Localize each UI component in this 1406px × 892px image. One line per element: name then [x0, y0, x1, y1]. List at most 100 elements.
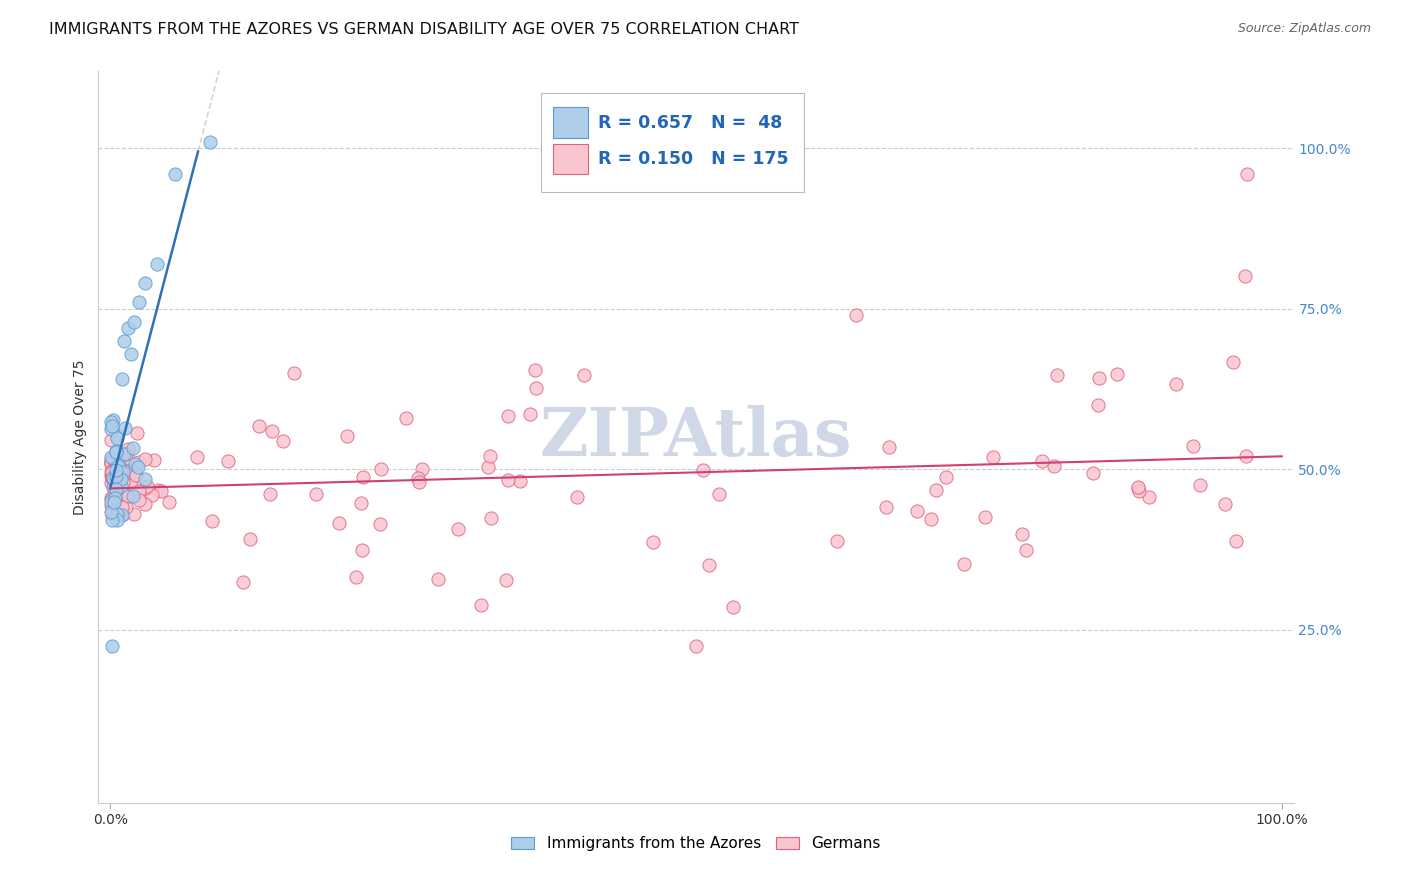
Point: [112, 447, 135, 461]
Point: [186, 450, 208, 464]
Point: [107, 458, 129, 473]
Point: [495, 574, 517, 588]
Point: [117, 451, 139, 466]
Point: [1181, 439, 1204, 453]
Point: [259, 487, 281, 501]
Point: [1213, 498, 1236, 512]
Point: [108, 462, 131, 476]
Point: [470, 599, 492, 613]
Point: [100, 433, 122, 447]
Point: [105, 507, 128, 521]
Point: [1137, 491, 1160, 505]
Point: [352, 470, 374, 484]
Point: [100, 422, 122, 436]
Point: [100, 470, 122, 484]
Point: [104, 475, 127, 490]
Point: [141, 488, 163, 502]
Point: [105, 459, 128, 474]
Point: [260, 425, 283, 439]
Point: [101, 465, 124, 479]
Point: [1164, 376, 1187, 391]
Point: [121, 442, 143, 456]
Point: [100, 456, 122, 470]
Point: [134, 482, 156, 496]
Point: [115, 500, 138, 514]
Point: [108, 507, 131, 521]
Point: [925, 483, 948, 497]
Point: [1126, 481, 1149, 495]
Point: [1225, 534, 1247, 549]
Point: [1236, 167, 1258, 181]
Point: [981, 450, 1004, 465]
Point: [426, 573, 449, 587]
Point: [344, 569, 367, 583]
Point: [526, 381, 548, 395]
Point: [124, 457, 146, 471]
Point: [124, 464, 146, 478]
Point: [107, 453, 129, 467]
Point: [973, 509, 995, 524]
Point: [135, 479, 157, 493]
Point: [101, 507, 124, 521]
Point: [101, 451, 124, 466]
Point: [101, 468, 124, 483]
Point: [447, 522, 470, 536]
Point: [349, 496, 371, 510]
Point: [1081, 467, 1104, 481]
Point: [1236, 450, 1258, 464]
Point: [105, 468, 128, 483]
Point: [370, 461, 392, 475]
Point: [232, 574, 254, 589]
Point: [163, 167, 186, 181]
Point: [105, 514, 128, 528]
Point: [721, 600, 744, 615]
Point: [101, 507, 124, 521]
Point: [128, 483, 150, 498]
Point: [149, 483, 172, 498]
Point: [572, 368, 595, 382]
Point: [108, 479, 131, 493]
Point: [283, 366, 305, 380]
Point: [104, 444, 127, 458]
Point: [107, 483, 129, 497]
Point: [110, 472, 132, 486]
Point: [509, 474, 531, 488]
Point: [1046, 368, 1069, 383]
Point: [107, 458, 129, 472]
Point: [105, 507, 128, 521]
Point: [1087, 398, 1109, 412]
Point: [408, 475, 430, 489]
Point: [114, 464, 136, 478]
Point: [117, 489, 139, 503]
Point: [304, 487, 326, 501]
Point: [110, 484, 132, 499]
Point: [567, 490, 589, 504]
Point: [142, 453, 165, 467]
Point: [110, 478, 132, 492]
Point: [239, 533, 262, 547]
Text: Source: ZipAtlas.com: Source: ZipAtlas.com: [1237, 22, 1371, 36]
Text: R = 0.150   N = 175: R = 0.150 N = 175: [598, 150, 789, 168]
Point: [352, 543, 374, 558]
Point: [112, 507, 135, 521]
Point: [406, 471, 429, 485]
Point: [134, 497, 156, 511]
Point: [120, 473, 142, 487]
Point: [115, 447, 138, 461]
Point: [110, 465, 132, 479]
Point: [111, 372, 134, 386]
Point: [104, 467, 127, 482]
Point: [108, 463, 131, 477]
FancyBboxPatch shape: [541, 94, 804, 192]
Point: [685, 639, 707, 653]
Point: [247, 418, 270, 433]
Point: [479, 449, 502, 463]
Point: [201, 514, 224, 528]
Point: [328, 516, 350, 531]
Point: [825, 533, 848, 548]
Point: [100, 494, 122, 508]
Point: [1011, 526, 1033, 541]
Point: [114, 461, 136, 475]
Point: [104, 480, 127, 494]
Point: [103, 482, 125, 496]
